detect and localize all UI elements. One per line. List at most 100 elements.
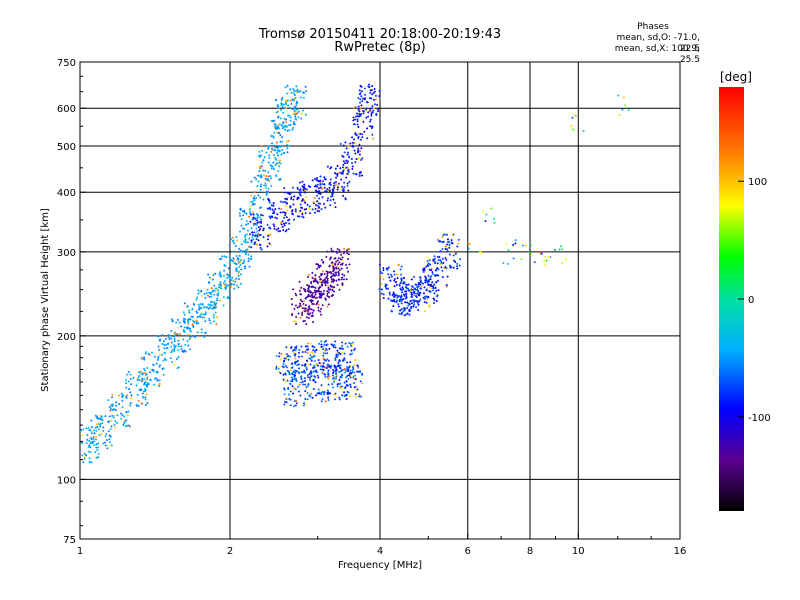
data-point bbox=[294, 362, 296, 365]
data-point bbox=[280, 372, 282, 375]
data-point bbox=[432, 289, 434, 292]
data-point bbox=[294, 123, 296, 126]
data-point bbox=[282, 365, 284, 368]
data-point bbox=[284, 224, 286, 227]
data-point bbox=[351, 136, 353, 139]
data-point bbox=[153, 370, 155, 373]
data-point bbox=[215, 304, 217, 307]
data-point bbox=[145, 352, 147, 355]
data-point bbox=[180, 325, 182, 328]
data-point bbox=[299, 289, 301, 292]
data-point bbox=[122, 406, 124, 409]
data-point bbox=[354, 152, 356, 155]
data-point bbox=[298, 348, 300, 351]
data-point bbox=[428, 290, 430, 293]
data-point bbox=[101, 422, 103, 425]
data-point bbox=[256, 219, 258, 222]
data-point bbox=[335, 167, 337, 170]
data-point bbox=[257, 216, 259, 219]
data-point bbox=[369, 125, 371, 128]
data-point bbox=[201, 294, 203, 297]
data-point bbox=[279, 134, 281, 137]
data-point bbox=[147, 381, 149, 384]
data-point bbox=[171, 337, 172, 340]
data-point bbox=[254, 195, 255, 198]
data-point bbox=[389, 293, 391, 296]
data-point bbox=[420, 287, 421, 290]
data-point bbox=[418, 300, 420, 303]
data-point bbox=[313, 303, 315, 305]
data-point bbox=[116, 421, 118, 424]
data-point bbox=[439, 263, 441, 266]
data-point bbox=[285, 118, 287, 121]
data-point bbox=[344, 352, 346, 355]
data-point bbox=[265, 190, 267, 193]
data-point bbox=[334, 340, 336, 343]
data-point bbox=[278, 107, 280, 110]
data-point bbox=[269, 215, 271, 218]
data-point bbox=[333, 198, 334, 201]
data-point bbox=[332, 190, 334, 192]
data-point bbox=[276, 355, 278, 358]
data-point bbox=[204, 306, 206, 309]
data-point bbox=[377, 108, 379, 111]
data-point bbox=[218, 273, 220, 276]
data-point bbox=[278, 367, 280, 370]
data-point bbox=[322, 364, 324, 367]
data-point bbox=[97, 417, 99, 420]
data-point bbox=[151, 351, 153, 354]
data-point bbox=[141, 378, 143, 381]
data-point bbox=[419, 276, 421, 279]
data-point bbox=[355, 358, 356, 361]
data-point bbox=[175, 333, 177, 336]
data-point bbox=[302, 189, 304, 192]
data-point bbox=[244, 236, 246, 239]
data-point bbox=[185, 350, 187, 353]
data-point bbox=[369, 91, 371, 94]
data-point bbox=[363, 112, 365, 115]
data-point bbox=[318, 180, 320, 183]
data-point bbox=[316, 296, 318, 299]
data-point bbox=[95, 414, 97, 417]
data-point bbox=[337, 365, 339, 367]
data-point bbox=[316, 200, 318, 203]
data-point bbox=[437, 274, 439, 277]
data-point bbox=[292, 88, 294, 90]
data-point bbox=[276, 365, 277, 368]
data-point bbox=[401, 313, 403, 316]
data-point bbox=[401, 278, 403, 281]
data-point bbox=[95, 438, 97, 441]
data-point bbox=[320, 179, 321, 182]
data-point bbox=[271, 216, 273, 219]
data-point bbox=[305, 113, 307, 116]
data-point bbox=[325, 280, 327, 283]
data-point bbox=[439, 259, 441, 262]
data-point bbox=[182, 350, 183, 353]
data-point bbox=[297, 359, 299, 362]
data-point bbox=[339, 249, 340, 252]
data-point bbox=[187, 340, 189, 343]
data-point bbox=[289, 355, 291, 358]
data-point bbox=[290, 346, 292, 349]
data-point bbox=[260, 233, 262, 236]
data-point bbox=[363, 110, 365, 113]
data-point bbox=[276, 111, 278, 114]
data-point bbox=[341, 369, 343, 371]
data-point bbox=[434, 274, 436, 277]
data-point bbox=[301, 199, 303, 202]
data-point bbox=[89, 428, 91, 431]
data-point bbox=[126, 424, 128, 427]
data-point bbox=[183, 330, 185, 333]
data-point bbox=[371, 133, 373, 136]
data-point bbox=[365, 116, 367, 119]
data-point bbox=[277, 103, 279, 106]
data-point bbox=[307, 363, 309, 366]
data-point bbox=[386, 283, 388, 286]
data-point bbox=[291, 363, 293, 365]
data-point bbox=[173, 344, 175, 346]
data-point bbox=[284, 128, 286, 131]
data-point bbox=[263, 236, 265, 239]
data-point bbox=[356, 112, 358, 115]
data-point bbox=[261, 248, 263, 251]
data-point bbox=[216, 299, 218, 302]
